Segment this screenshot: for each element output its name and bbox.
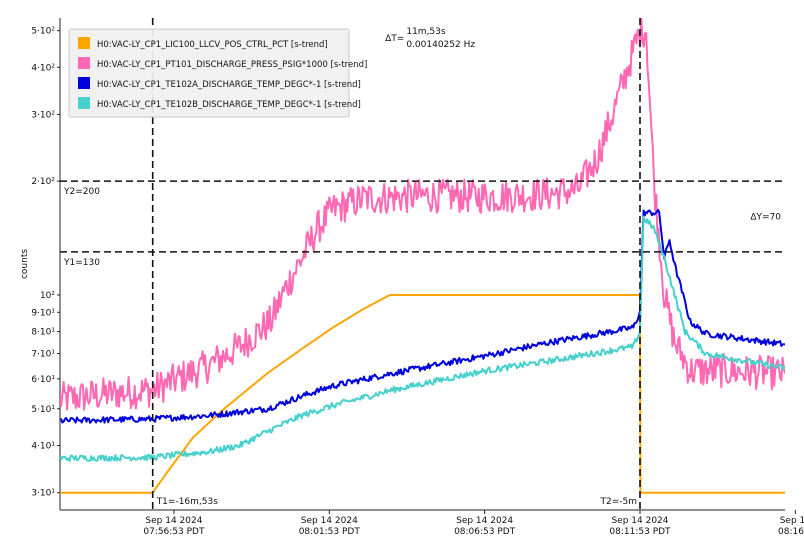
y-tick-label: 3·10² (31, 111, 55, 121)
series-line-1 (60, 294, 785, 494)
legend-box (68, 28, 350, 118)
x-tick-label-date: Sep 14 2024 (611, 516, 668, 526)
series-line-3 (60, 208, 785, 424)
legend-swatch (78, 57, 90, 69)
cursor-t1-label: T1=-16m,53s (156, 497, 219, 507)
delta-t-duration: 11m,53s (406, 27, 446, 37)
x-tick-label-time: 08:11:53 PDT (609, 527, 671, 537)
series-line-2 (60, 18, 785, 411)
x-tick-label-date: Sep 14 2024 (301, 516, 358, 526)
cursor-t2-label: T2=-5m (599, 497, 637, 507)
cursor-y1-label: Y1=130 (63, 258, 100, 268)
x-tick-label-time: 08:06:53 PDT (454, 527, 516, 537)
y-tick-label: 10² (40, 291, 55, 301)
y-tick-label: 5·10¹ (31, 405, 55, 415)
series-line-4 (60, 215, 785, 462)
y-tick-label: 4·10² (31, 63, 55, 73)
delta-y-label: ΔY=70 (750, 212, 781, 222)
y-tick-label: 6·10¹ (31, 375, 55, 385)
delta-t-prefix: ΔT= (385, 34, 404, 44)
legend-entry-label: H0:VAC-LY_CP1_LIC100_LLCV_POS_CTRL_PCT [… (97, 40, 328, 50)
x-tick-label-date: Sep 14 2024 (456, 516, 513, 526)
x-tick-label-time: 08:01:53 PDT (299, 527, 361, 537)
x-tick-label-time: 07:56:53 PDT (143, 527, 205, 537)
delta-t-frequency: 0.00140252 Hz (406, 40, 475, 50)
legend-entry-label: H0:VAC-LY_CP1_TE102A_DISCHARGE_TEMP_DEGC… (97, 80, 361, 90)
x-tick-label-date: Sep 14 (780, 516, 804, 526)
legend-swatch (78, 37, 90, 49)
legend-entry-label: H0:VAC-LY_CP1_PT101_DISCHARGE_PRESS_PSIG… (97, 60, 367, 70)
series-lines (60, 18, 785, 494)
y-tick-label: 3·10¹ (31, 489, 55, 499)
y-tick-label: 8·10¹ (31, 328, 55, 338)
y-tick-label: 7·10¹ (31, 350, 55, 360)
y-tick-label: 9·10¹ (31, 308, 55, 318)
legend: H0:VAC-LY_CP1_LIC100_LLCV_POS_CTRL_PCT [… (68, 28, 367, 118)
cursor-y2-label: Y2=200 (63, 187, 100, 197)
y-tick-label: 4·10¹ (31, 441, 55, 451)
legend-entry-label: H0:VAC-LY_CP1_TE102B_DISCHARGE_TEMP_DEGC… (97, 100, 361, 110)
x-tick-label-date: Sep 14 2024 (145, 516, 202, 526)
y-tick-label: 2·10² (31, 177, 55, 187)
legend-swatch (78, 97, 90, 109)
y-tick-label: 5·10² (31, 27, 55, 37)
x-tick-label-time: 08:16:5 (778, 527, 804, 537)
y-axis-label: counts (20, 249, 30, 279)
legend-swatch (78, 77, 90, 89)
